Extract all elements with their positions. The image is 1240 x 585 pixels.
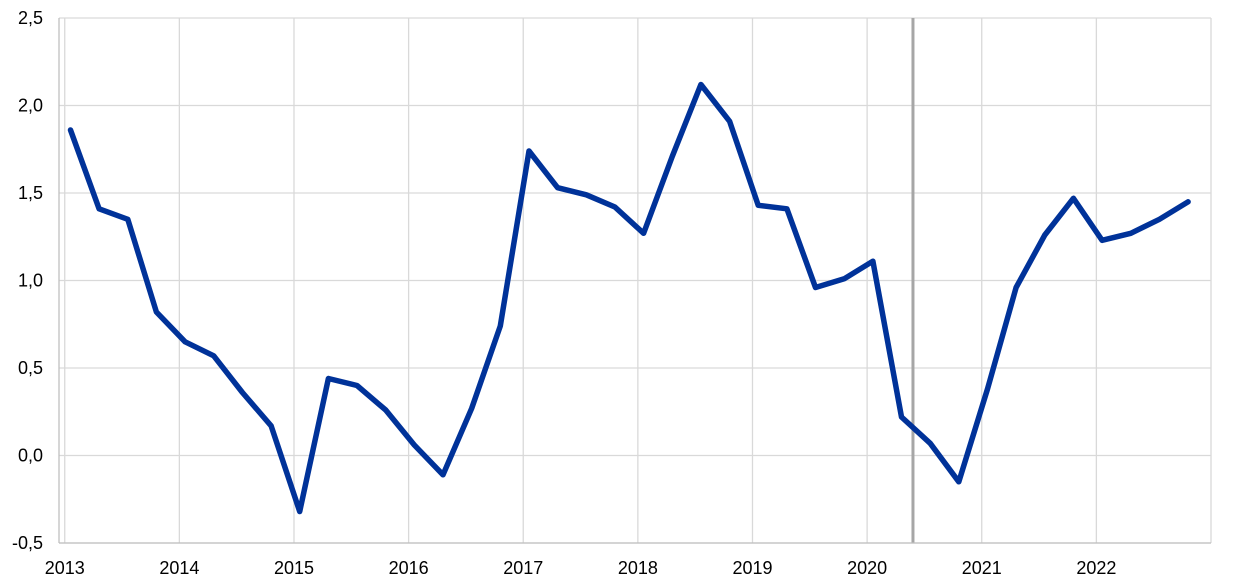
x-tick-label: 2017: [503, 558, 543, 578]
x-tick-label: 2014: [159, 558, 199, 578]
x-tick-label: 2015: [274, 558, 314, 578]
y-axis-tick-labels: -0,5 0,0 0,5 1,0 1,5 2,0 2,5: [12, 8, 43, 553]
chart-series: [67, 81, 1191, 515]
y-tick-label: 2,5: [18, 8, 43, 28]
x-tick-label: 2019: [732, 558, 772, 578]
x-tick-label: 2018: [618, 558, 658, 578]
series-line: [67, 81, 1191, 515]
x-tick-label: 2021: [962, 558, 1002, 578]
x-tick-label: 2022: [1076, 558, 1116, 578]
x-tick-label: 2020: [847, 558, 887, 578]
y-tick-label: -0,5: [12, 533, 43, 553]
chart-axes: [58, 18, 1211, 544]
x-axis-tick-labels: 2013 2014 2015 2016 2017 2018 2019 2020 2021 2022: [45, 558, 1117, 578]
y-tick-label: 2,0: [18, 96, 43, 116]
y-tick-label: 1,5: [18, 183, 43, 203]
x-tick-label: 2016: [389, 558, 429, 578]
chart-gridlines: [59, 17, 1212, 544]
y-tick-label: 1,0: [18, 271, 43, 291]
y-tick-label: 0,0: [18, 446, 43, 466]
x-tick-label: 2013: [45, 558, 85, 578]
y-tick-label: 0,5: [18, 358, 43, 378]
